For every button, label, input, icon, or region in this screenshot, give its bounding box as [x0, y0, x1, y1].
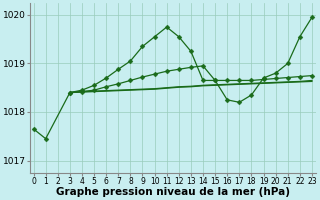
X-axis label: Graphe pression niveau de la mer (hPa): Graphe pression niveau de la mer (hPa): [56, 187, 290, 197]
